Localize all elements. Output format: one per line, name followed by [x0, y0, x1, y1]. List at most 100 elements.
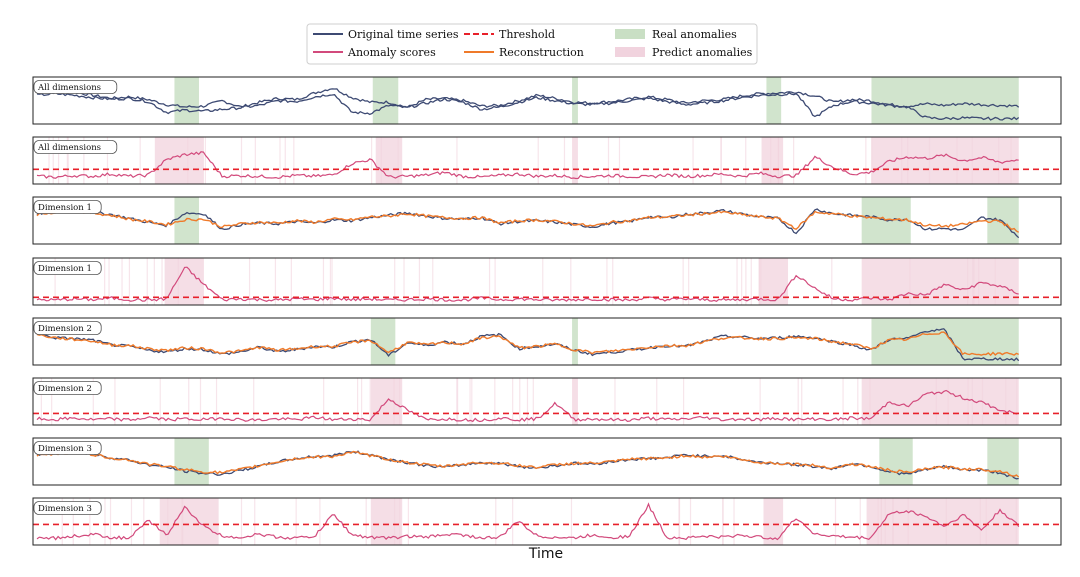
predicted-anomaly-tick — [682, 258, 684, 305]
predicted-anomaly-band — [761, 137, 784, 184]
predicted-anomaly-tick — [842, 378, 844, 425]
predicted-anomaly-tick — [606, 258, 608, 305]
predicted-anomaly-band — [572, 137, 578, 184]
panel-label: Dimension 1 — [33, 200, 102, 214]
predicted-anomaly-tick — [793, 137, 795, 184]
predicted-anomaly-tick — [928, 137, 931, 184]
panel-label-text: Dimension 3 — [38, 444, 92, 454]
real-anomaly-band — [572, 77, 578, 124]
predicted-anomaly-tick — [106, 137, 109, 184]
predicted-anomaly-tick — [612, 258, 614, 305]
predicted-anomaly-tick — [61, 498, 63, 545]
panel-label: All dimensions — [33, 140, 118, 154]
predicted-anomaly-tick — [720, 137, 722, 184]
predicted-anomaly-tick — [48, 137, 50, 184]
predicted-anomaly-tick — [745, 137, 747, 184]
predicted-anomaly-tick — [253, 378, 255, 425]
predicted-anomaly-tick — [947, 378, 949, 425]
panel-frame — [32, 196, 1062, 245]
panel-label: Dimension 2 — [33, 381, 102, 395]
predicted-anomaly-tick — [167, 498, 169, 545]
predicted-anomaly-tick — [40, 378, 42, 425]
predicted-anomaly-tick — [182, 498, 184, 545]
predicted-anomaly-tick — [689, 498, 692, 545]
predicted-anomaly-tick — [945, 498, 947, 545]
predicted-anomaly-tick — [128, 258, 131, 305]
predicted-anomaly-tick — [407, 498, 409, 545]
predicted-anomaly-tick — [357, 378, 359, 425]
predicted-anomaly-tick — [456, 137, 458, 184]
original-line — [36, 450, 1019, 480]
predicted-anomaly-tick — [678, 498, 681, 545]
predicted-anomaly-tick — [512, 498, 514, 545]
legend-original-label: Original time series — [348, 28, 459, 41]
panel-label-text: Dimension 1 — [38, 203, 92, 213]
legend-real-swatch — [615, 29, 645, 39]
predicted-anomaly-tick — [692, 137, 694, 184]
predicted-anomaly-tick — [114, 378, 116, 425]
panel-label: Dimension 3 — [33, 501, 102, 515]
predicted-anomaly-tick — [177, 258, 179, 305]
predicted-anomaly-tick — [146, 258, 148, 305]
predicted-anomaly-tick — [418, 258, 421, 305]
predicted-anomaly-tick — [865, 137, 867, 184]
predicted-anomaly-tick — [240, 137, 243, 184]
predicted-anomaly-tick — [204, 137, 206, 184]
predicted-anomaly-tick — [656, 378, 658, 425]
predicted-anomaly-tick — [495, 498, 497, 545]
panel-frame — [32, 377, 1062, 426]
predicted-anomaly-tick — [371, 137, 373, 184]
predicted-anomaly-band — [572, 378, 578, 425]
predicted-anomaly-tick — [797, 378, 799, 425]
predicted-anomaly-tick — [884, 498, 886, 545]
reconstruction-line — [36, 450, 1020, 478]
predicted-anomaly-tick — [215, 378, 218, 425]
panel-frame — [32, 317, 1062, 366]
legend-predicted-label: Predict anomalies — [652, 46, 753, 59]
reconstruction-line — [36, 331, 1019, 357]
predicted-anomaly-tick — [967, 378, 969, 425]
original-line — [36, 91, 1020, 121]
predicted-anomaly-tick — [972, 258, 974, 305]
predicted-anomaly-tick — [880, 498, 882, 545]
predicted-anomaly-tick — [512, 378, 514, 425]
panel-label-box — [33, 381, 102, 395]
panel-label-box — [33, 261, 102, 275]
predicted-anomaly-tick — [322, 258, 325, 305]
panel-label-text: Dimension 2 — [38, 384, 92, 394]
panel-frame — [32, 76, 1062, 125]
predicted-anomaly-tick — [967, 258, 969, 305]
legend: Original time series Threshold Real anom… — [306, 23, 758, 65]
predicted-anomaly-tick — [985, 498, 987, 545]
predicted-anomaly-tick — [745, 258, 747, 305]
predicted-anomaly-tick — [403, 258, 405, 305]
predicted-anomaly-tick — [248, 258, 251, 305]
panel-8: Dimension 3 — [32, 497, 1062, 546]
panel-label-box — [33, 80, 118, 94]
predicted-anomaly-tick — [295, 498, 297, 545]
predicted-anomaly-tick — [380, 137, 382, 184]
predicted-anomaly-tick — [607, 137, 610, 184]
panel-7: Dimension 3 — [32, 437, 1062, 486]
predicted-anomaly-tick — [869, 378, 871, 425]
predicted-anomaly-tick — [254, 137, 256, 184]
predicted-anomaly-tick — [432, 258, 434, 305]
predicted-anomaly-band — [861, 378, 1019, 425]
predicted-anomaly-tick — [130, 498, 133, 545]
panel-1: All dimensions — [32, 76, 1062, 125]
predicted-anomaly-tick — [994, 258, 996, 305]
predicted-anomaly-tick — [199, 378, 202, 425]
predicted-anomaly-tick — [121, 258, 123, 305]
predicted-anomaly-tick — [161, 258, 163, 305]
predicted-anomaly-tick — [971, 378, 973, 425]
predicted-anomaly-tick — [488, 258, 491, 305]
predicted-anomaly-tick — [323, 378, 325, 425]
predicted-anomaly-band — [159, 498, 219, 545]
predicted-anomaly-band — [763, 498, 784, 545]
anomaly-score-line — [36, 266, 1019, 302]
predicted-anomaly-tick — [57, 137, 60, 184]
predicted-anomaly-tick — [329, 258, 332, 305]
predicted-anomaly-tick — [494, 378, 496, 425]
panel-frame — [32, 136, 1062, 185]
panel-label-box — [33, 441, 102, 455]
